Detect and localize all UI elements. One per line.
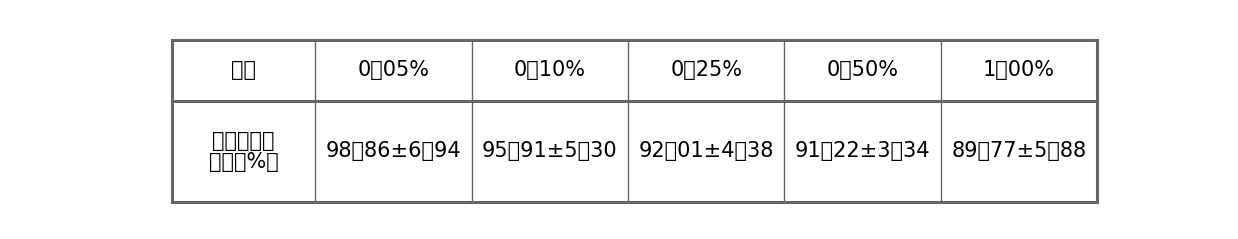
Text: 细胞相对存: 细胞相对存 <box>213 131 275 151</box>
Text: 0．10%: 0．10% <box>514 60 586 81</box>
Text: 0．05%: 0．05% <box>358 60 430 81</box>
Text: 1．00%: 1．00% <box>983 60 1055 81</box>
Text: 0．25%: 0．25% <box>670 60 742 81</box>
Text: 98．86±6．94: 98．86±6．94 <box>326 141 462 162</box>
Text: 组别: 组别 <box>232 60 256 81</box>
Text: 活率（%）: 活率（%） <box>209 152 279 172</box>
Text: 95．91±5．30: 95．91±5．30 <box>482 141 618 162</box>
Text: 91．22±3．34: 91．22±3．34 <box>795 141 930 162</box>
Text: 0．50%: 0．50% <box>827 60 899 81</box>
Text: 89．77±5．88: 89．77±5．88 <box>951 141 1086 162</box>
Text: 92．01±4．38: 92．01±4．38 <box>639 141 774 162</box>
Bar <box>172 40 1097 202</box>
